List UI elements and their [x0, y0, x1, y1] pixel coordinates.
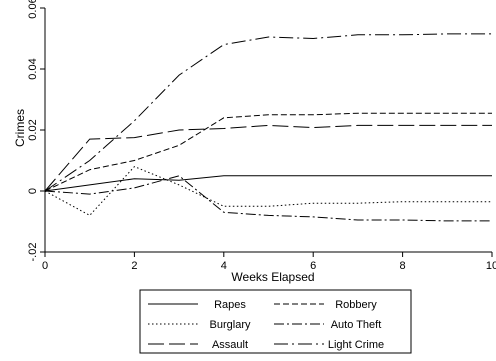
- legend-label: Light Crime: [328, 339, 384, 351]
- legend-label: Assault: [212, 339, 248, 351]
- x-tick-label: 2: [131, 260, 137, 272]
- x-axis-title: Weeks Elapsed: [231, 270, 314, 284]
- x-tick-label: 8: [400, 260, 406, 272]
- y-tick-label: 0.06: [27, 0, 39, 19]
- series-line-assault: [44, 124, 492, 192]
- y-tick-label: -.02: [27, 243, 39, 262]
- y-tick-label: 0.04: [27, 58, 39, 79]
- y-tick-label: 0: [27, 188, 39, 194]
- series-line-rapes: [44, 175, 492, 192]
- legend-label: Rapes: [214, 299, 246, 311]
- legend-label: Auto Theft: [331, 319, 382, 331]
- x-tick-label: 4: [221, 260, 227, 272]
- series-line-robbery: [44, 112, 492, 192]
- legend-box: [139, 289, 412, 354]
- x-tick-label: 0: [42, 260, 48, 272]
- x-tick-label: 6: [310, 260, 316, 272]
- x-tick-label: 10: [486, 260, 496, 272]
- series-line-auto-theft: [44, 175, 492, 222]
- y-axis-title: Crimes: [13, 109, 27, 147]
- series-line-burglary: [44, 166, 492, 217]
- y-tick-label: 0.02: [27, 119, 39, 140]
- series-lines: [44, 33, 492, 222]
- axis-titles: Weeks Elapsed Crimes: [13, 109, 315, 284]
- series-line-light-crime: [44, 33, 492, 192]
- legend: Rapes Robbery Burglary Auto Theft Assault Lig…: [139, 289, 412, 354]
- legend-label: Robbery: [335, 299, 377, 311]
- legend-label: Burglary: [210, 319, 251, 331]
